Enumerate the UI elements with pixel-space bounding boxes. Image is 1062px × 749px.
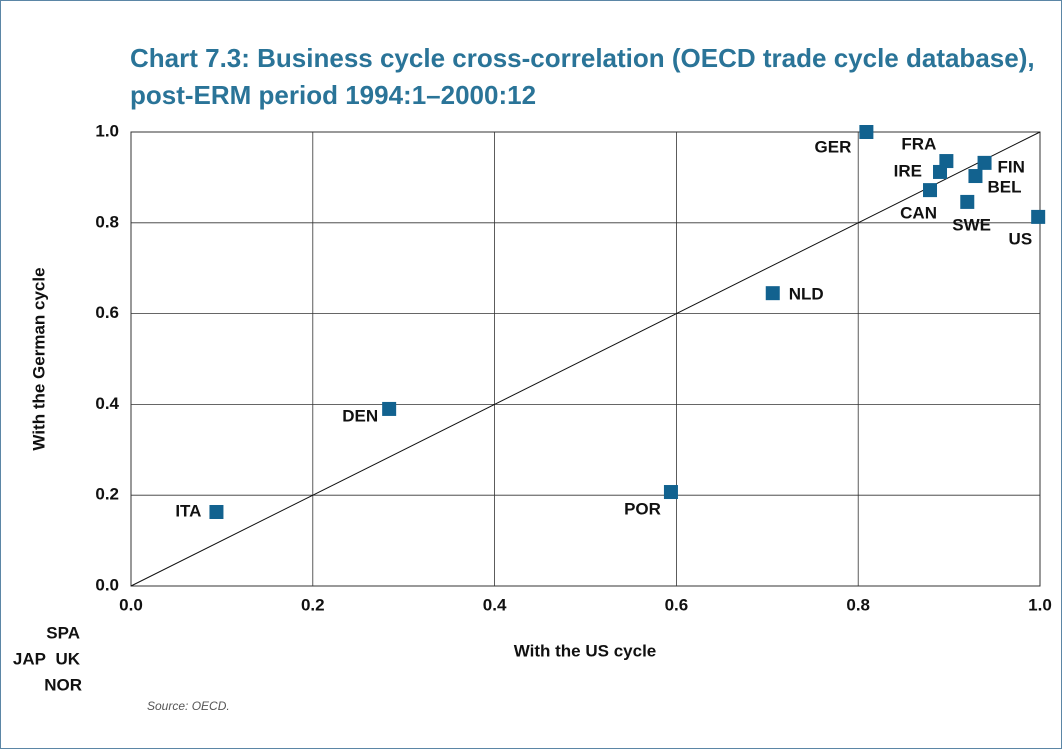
- point-label: FRA: [901, 135, 936, 154]
- point-label: UK: [55, 649, 80, 668]
- x-tick-label: 0.0: [119, 595, 143, 614]
- y-tick-label: 1.0: [95, 121, 119, 140]
- point: [977, 155, 992, 170]
- y-tick-label: 0.2: [95, 485, 119, 504]
- y-tick-label: 0.0: [95, 575, 119, 594]
- point-label: BEL: [987, 178, 1021, 197]
- point-label: IRE: [894, 161, 922, 180]
- point: [663, 485, 678, 500]
- y-axis-label: With the German cycle: [29, 267, 48, 450]
- point-label: SWE: [952, 215, 991, 234]
- source-note: Source: OECD.: [147, 699, 230, 713]
- point-label: FIN: [998, 157, 1025, 176]
- x-tick-label: 0.2: [301, 595, 325, 614]
- point-label: GER: [815, 137, 852, 156]
- point-label: NOR: [44, 675, 82, 694]
- point: [923, 183, 938, 198]
- point-label: SPA: [46, 623, 80, 642]
- point-label: CAN: [900, 204, 937, 223]
- point-label: JAP: [13, 649, 46, 668]
- point-label: POR: [624, 500, 661, 519]
- point-label: NLD: [789, 285, 824, 304]
- x-tick-label: 0.4: [483, 595, 507, 614]
- point: [1031, 209, 1046, 224]
- point: [209, 504, 224, 519]
- point: [933, 164, 948, 179]
- diagonal-line: [130, 131, 1041, 587]
- point: [939, 154, 954, 169]
- plot-border: [130, 131, 1041, 587]
- point-label: ITA: [175, 501, 201, 520]
- x-axis-label: With the US cycle: [514, 641, 657, 660]
- point: [960, 194, 975, 209]
- point: [859, 125, 874, 139]
- point: [968, 169, 983, 184]
- y-tick-label: 0.6: [95, 303, 119, 322]
- point-label: US: [1009, 229, 1033, 248]
- y-tick-label: 0.8: [95, 212, 119, 231]
- x-tick-label: 0.8: [846, 595, 870, 614]
- x-tick-label: 1.0: [1028, 595, 1052, 614]
- y-tick-label: 0.4: [95, 394, 119, 413]
- point: [382, 401, 397, 416]
- point: [765, 286, 780, 301]
- x-tick-label: 0.6: [665, 595, 689, 614]
- point-label: DEN: [342, 406, 378, 425]
- chart-title: Chart 7.3: Business cycle cross-correlat…: [130, 43, 1035, 110]
